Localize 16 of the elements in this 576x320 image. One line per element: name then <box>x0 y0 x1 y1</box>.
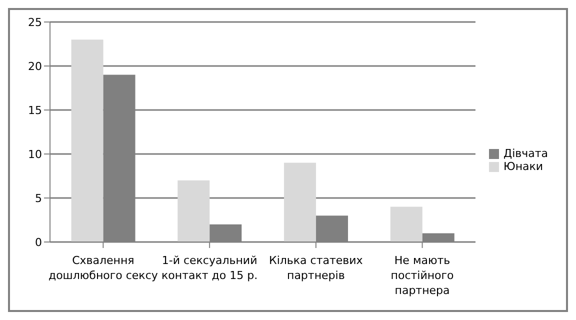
legend-label: Юнаки <box>503 160 544 173</box>
y-tick-label: 15 <box>28 104 42 117</box>
x-tick-label: Схвалення дошлюбного сексу <box>48 254 158 282</box>
y-tick-label: 20 <box>28 60 42 73</box>
bar <box>71 40 104 242</box>
bar <box>284 162 316 242</box>
y-tick-label: 0 <box>35 236 42 249</box>
legend-label: Дівчата <box>503 147 548 160</box>
y-tick-label: 5 <box>35 192 42 205</box>
x-tick-label: Кілька статевих партнерів <box>269 254 364 282</box>
x-tick-label: Не мають постійного партнера <box>390 254 454 297</box>
x-tick-label: 1-й сексуальний контакт до 15 р. <box>162 254 258 282</box>
y-tick-label: 25 <box>28 16 42 29</box>
y-tick-label: 10 <box>28 148 42 161</box>
bar <box>178 180 210 242</box>
bar <box>390 206 422 242</box>
